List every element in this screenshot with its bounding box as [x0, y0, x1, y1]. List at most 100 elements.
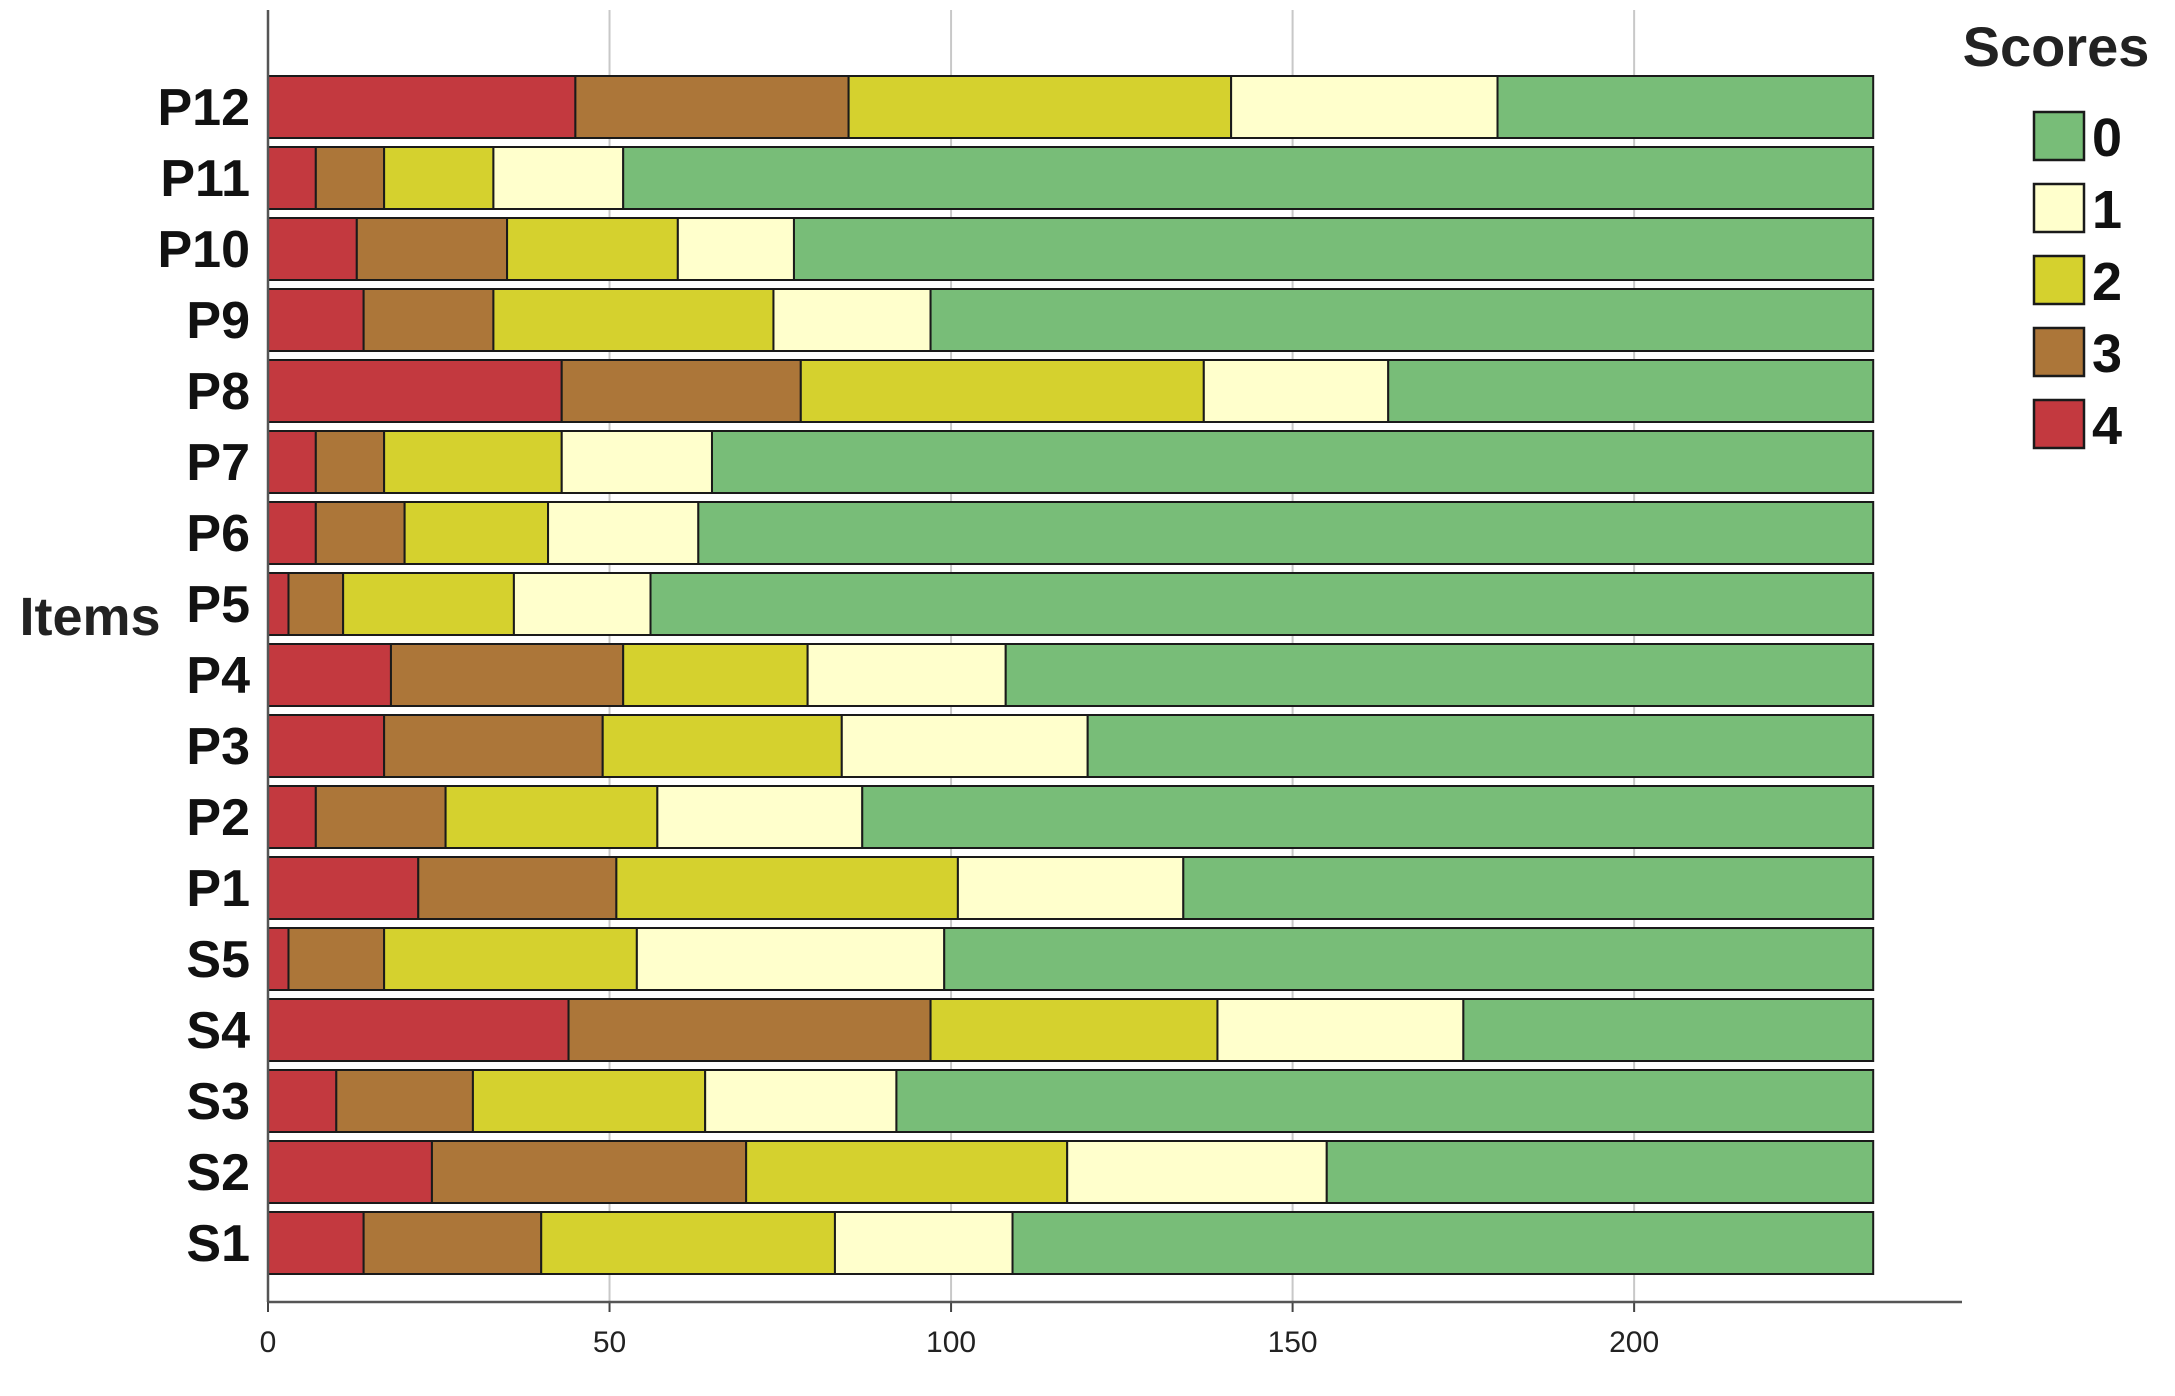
x-tick-label-200: 200 [1609, 1326, 1659, 1359]
bar-P10-score-1 [676, 217, 795, 281]
legend-swatch-0 [2032, 110, 2086, 162]
bar-P1-score-1 [956, 856, 1185, 920]
category-label-P4: P4 [186, 647, 250, 705]
category-label-P11: P11 [160, 150, 250, 208]
category-label-P12: P12 [157, 79, 250, 137]
bar-P3-score-2 [601, 714, 843, 778]
bar-P10-score-0 [792, 217, 1875, 281]
bar-P6-score-0 [697, 501, 1875, 565]
bar-P5-score-3 [287, 572, 345, 636]
bar-P6-score-4 [267, 501, 317, 565]
category-label-P7: P7 [186, 434, 250, 492]
bar-P7-score-1 [560, 430, 713, 494]
bar-P2-score-2 [444, 785, 659, 849]
bar-S2-score-4 [267, 1140, 433, 1204]
bar-P4-score-2 [622, 643, 809, 707]
bar-P3-score-3 [383, 714, 604, 778]
bar-P9-score-0 [929, 288, 1875, 352]
bar-P5-score-0 [649, 572, 1875, 636]
bar-S2-score-3 [430, 1140, 748, 1204]
category-label-P2: P2 [186, 789, 250, 847]
bar-P11-score-2 [383, 146, 495, 210]
bar-P12-score-0 [1496, 75, 1875, 139]
category-label-P9: P9 [186, 292, 250, 350]
bar-S3-score-2 [471, 1069, 707, 1133]
bar-P4-score-3 [389, 643, 625, 707]
x-tick-label-100: 100 [926, 1326, 976, 1359]
category-label-P3: P3 [186, 718, 250, 776]
bar-P7-score-4 [267, 430, 317, 494]
bar-P2-score-4 [267, 785, 317, 849]
legend-label-3: 3 [2092, 324, 2122, 384]
bar-P1-score-2 [615, 856, 959, 920]
bar-P4-score-4 [267, 643, 392, 707]
category-label-S1: S1 [186, 1215, 250, 1273]
bar-P3-score-4 [267, 714, 386, 778]
category-label-P5: P5 [186, 576, 250, 634]
bar-P10-score-4 [267, 217, 358, 281]
legend-swatch-2 [2032, 254, 2086, 306]
category-label-S3: S3 [186, 1073, 250, 1131]
bar-P2-score-3 [314, 785, 447, 849]
bar-S4-score-3 [567, 998, 932, 1062]
legend-title: Scores [1963, 15, 2150, 78]
bar-S4-score-2 [929, 998, 1219, 1062]
bar-P12-score-1 [1230, 75, 1499, 139]
bar-P8-score-1 [1202, 359, 1390, 423]
category-label-P8: P8 [186, 363, 250, 421]
bar-S3-score-4 [267, 1069, 338, 1133]
bar-P1-score-0 [1182, 856, 1875, 920]
bar-P5-score-1 [512, 572, 652, 636]
bar-P7-score-3 [314, 430, 386, 494]
bar-S3-score-0 [895, 1069, 1875, 1133]
bar-S2-score-0 [1325, 1140, 1875, 1204]
bar-S5-score-4 [267, 927, 290, 991]
bar-P4-score-0 [1004, 643, 1875, 707]
bar-P1-score-4 [267, 856, 420, 920]
bar-P7-score-2 [383, 430, 563, 494]
bar-P11-score-0 [622, 146, 1875, 210]
legend-label-1: 1 [2092, 180, 2122, 240]
legend-swatch-3 [2032, 326, 2086, 378]
bar-P5-score-2 [342, 572, 515, 636]
bar-S1-score-4 [267, 1211, 365, 1275]
bar-P5-score-4 [267, 572, 290, 636]
legend-label-4: 4 [2092, 396, 2122, 456]
bar-P12-score-3 [574, 75, 850, 139]
bar-S3-score-3 [335, 1069, 474, 1133]
bar-S4-score-1 [1216, 998, 1465, 1062]
bar-S5-score-0 [943, 927, 1875, 991]
bar-S1-score-1 [833, 1211, 1014, 1275]
category-label-S5: S5 [186, 931, 250, 989]
bar-S4-score-0 [1462, 998, 1875, 1062]
legend-swatch-4 [2032, 398, 2086, 450]
bar-S1-score-2 [540, 1211, 836, 1275]
bar-P3-score-1 [840, 714, 1089, 778]
bar-P6-score-1 [547, 501, 700, 565]
bar-P11-score-4 [267, 146, 317, 210]
legend-label-2: 2 [2092, 252, 2122, 312]
bar-P12-score-2 [847, 75, 1233, 139]
bar-S3-score-1 [704, 1069, 898, 1133]
legend: Scores 0 1 2 3 4 [1963, 15, 2150, 456]
bar-S1-score-3 [362, 1211, 543, 1275]
bar-P10-score-3 [355, 217, 509, 281]
category-label-P1: P1 [186, 860, 250, 918]
bar-P9-score-2 [492, 288, 775, 352]
bar-P2-score-1 [656, 785, 864, 849]
label-layer: 0 50 100 150 200 P12 P11 P10 P9 P8 P7 P6 P5 P4 P3 P2 P1 S… [157, 79, 1659, 1359]
category-label-S2: S2 [186, 1144, 250, 1202]
x-tick-label-50: 50 [593, 1326, 626, 1359]
bar-P10-score-2 [506, 217, 679, 281]
bar-P8-score-0 [1387, 359, 1875, 423]
bar-S5-score-2 [383, 927, 638, 991]
bar-P4-score-1 [806, 643, 1007, 707]
bar-layer [267, 75, 1875, 1275]
legend-swatch-1 [2032, 182, 2086, 234]
legend-label-0: 0 [2092, 108, 2122, 168]
bar-S4-score-4 [267, 998, 570, 1062]
category-label-P6: P6 [186, 505, 250, 563]
bar-S5-score-1 [635, 927, 946, 991]
bar-P11-score-1 [492, 146, 625, 210]
